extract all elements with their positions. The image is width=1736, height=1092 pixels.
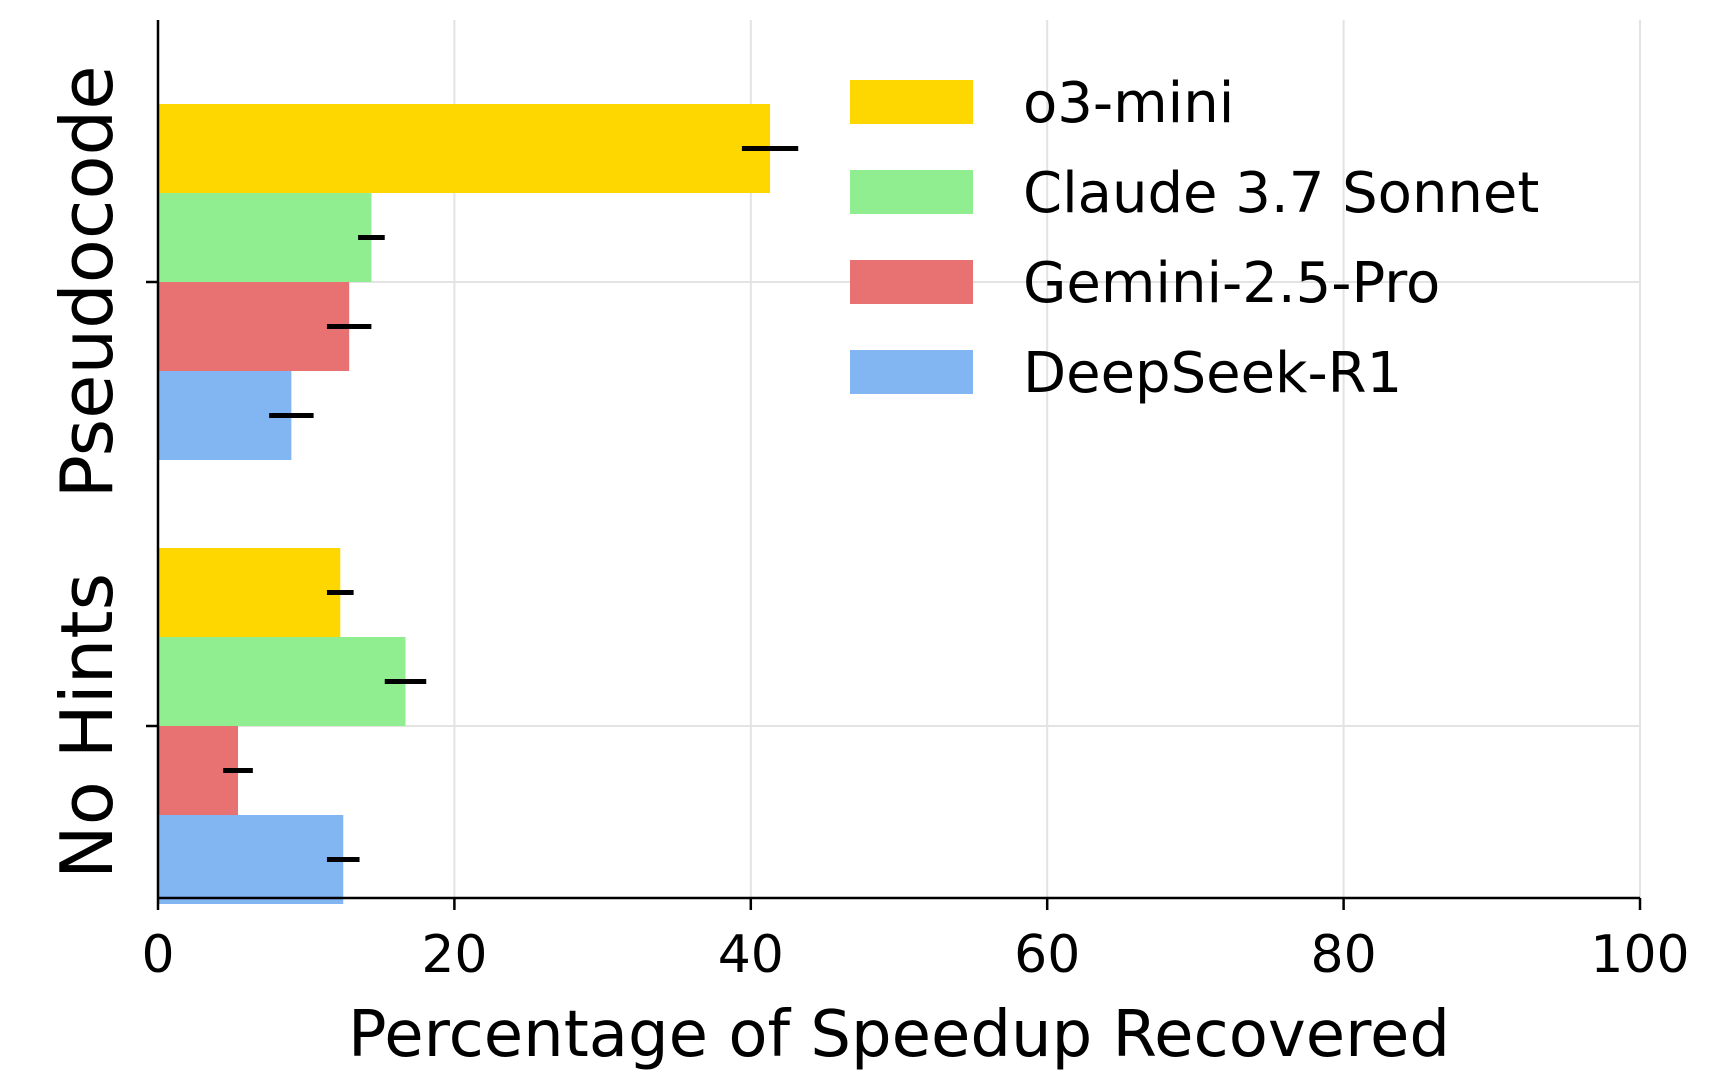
legend-swatch [850,170,973,214]
x-tick-label: 100 [1590,925,1689,985]
bar [158,193,372,282]
bar [158,815,344,904]
bar [158,104,771,193]
bar [158,282,350,371]
legend-swatch [850,350,973,394]
x-tick-label: 60 [1014,925,1080,985]
x-ticks: 0 20 40 60 80 100 [141,898,1690,985]
legend-swatch [850,80,973,124]
error-bars [223,146,799,862]
legend-label: o3-mini [1023,71,1234,136]
x-tick-label: 80 [1311,925,1377,985]
y-tick-label: No Hints [45,573,129,879]
legend-label: Claude 3.7 Sonnet [1023,161,1539,226]
bar [158,637,406,726]
x-tick-label: 20 [421,925,487,985]
axes [156,20,1640,900]
y-tick-label: Pseudocode [45,66,129,499]
legend-label: DeepSeek-R1 [1023,341,1402,406]
y-ticks: Pseudocode No Hints [45,66,158,879]
x-axis-label: Percentage of Speedup Recovered [348,998,1450,1072]
legend-swatch [850,260,973,304]
legend: o3-mini Claude 3.7 Sonnet Gemini-2.5-Pro De… [850,71,1539,406]
bars [158,104,771,904]
x-tick-label: 0 [141,925,174,985]
legend-label: Gemini-2.5-Pro [1023,251,1440,316]
bar [158,548,341,637]
x-tick-label: 40 [718,925,784,985]
